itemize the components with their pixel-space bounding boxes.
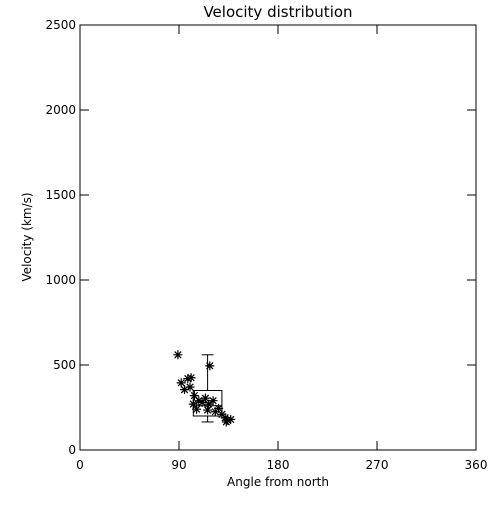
x-tick-label: 90 [171, 458, 186, 472]
asterisk-marker [186, 373, 196, 383]
asterisk-marker [176, 378, 186, 388]
plot-frame [79, 24, 477, 451]
asterisk-marker [188, 399, 198, 409]
data-point [173, 350, 183, 360]
data-point [203, 405, 213, 415]
asterisk-marker [217, 409, 227, 419]
y-tick-label: 0 [68, 443, 76, 457]
data-point [205, 361, 215, 371]
x-axis-title: Angle from north [227, 475, 329, 489]
data-point [185, 382, 195, 392]
data-point [214, 403, 224, 413]
x-tick-label: 270 [366, 458, 389, 472]
data-point [176, 378, 186, 388]
data-point [194, 396, 204, 406]
asterisk-marker [200, 393, 210, 403]
asterisk-marker [173, 350, 183, 360]
asterisk-marker [194, 396, 204, 406]
asterisk-marker [226, 414, 236, 424]
data-point [183, 374, 193, 384]
data-point [208, 396, 218, 406]
data-point [200, 393, 210, 403]
asterisk-marker [189, 391, 199, 401]
asterisk-marker [208, 396, 218, 406]
data-point [197, 397, 207, 407]
data-point [192, 404, 202, 414]
data-point [180, 385, 189, 395]
data-points [173, 350, 236, 427]
asterisk-marker [180, 385, 189, 395]
asterisk-marker [204, 399, 214, 409]
asterisk-marker [205, 361, 215, 371]
chart-title: Velocity distribution [203, 3, 352, 21]
data-point [204, 399, 214, 409]
y-tick-label: 2500 [45, 18, 76, 32]
x-tick-label: 360 [465, 458, 488, 472]
y-axis-title: Velocity (km/s) [20, 192, 34, 281]
asterisk-marker [203, 405, 213, 415]
y-tick-label: 2000 [45, 103, 76, 117]
data-point [217, 409, 227, 419]
data-point [186, 373, 196, 383]
asterisk-marker [221, 417, 231, 427]
asterisk-marker [197, 397, 207, 407]
y-tick-label: 500 [53, 358, 76, 372]
asterisk-marker [192, 404, 202, 414]
data-point [226, 414, 236, 424]
box-plot [192, 354, 223, 423]
x-tick-label: 0 [76, 458, 84, 472]
axis-ticks: 0 90 180 270 360 0 500 1000 1500 2000 2500 [45, 18, 487, 472]
data-point [188, 399, 198, 409]
asterisk-marker [185, 382, 195, 392]
data-point [189, 391, 199, 401]
y-tick-label: 1000 [45, 273, 76, 287]
data-point [221, 417, 231, 427]
asterisk-marker [183, 374, 193, 384]
y-tick-label: 1500 [45, 188, 76, 202]
x-tick-label: 180 [267, 458, 290, 472]
asterisk-marker [214, 403, 224, 413]
data-point [210, 407, 220, 417]
asterisk-marker [210, 407, 220, 417]
